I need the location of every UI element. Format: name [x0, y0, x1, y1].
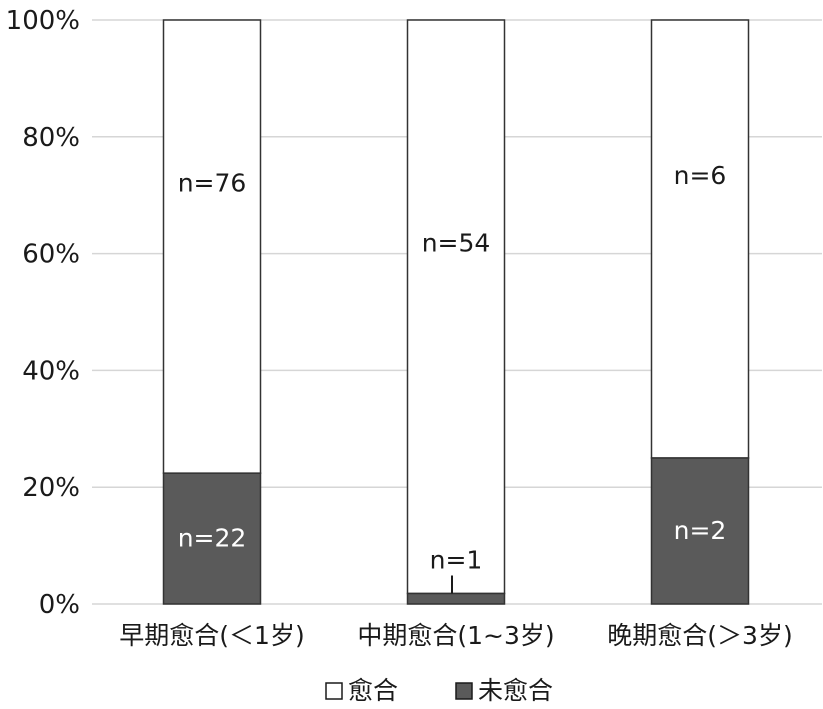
x-category-label: 中期愈合(1~3岁) — [357, 621, 554, 650]
data-label-healed: n=76 — [178, 169, 247, 198]
data-label-unhealed: n=22 — [178, 524, 247, 553]
bar-segment-unhealed — [650, 457, 750, 605]
x-category-label: 早期愈合(＜1岁) — [119, 621, 304, 650]
bar-segment-healed — [162, 19, 262, 474]
legend-unhealed-swatch — [455, 682, 473, 700]
y-tick-label: 100% — [6, 6, 80, 36]
y-tick-label: 40% — [22, 356, 80, 386]
legend: 愈合 未愈合 — [325, 676, 553, 705]
y-tick-label: 20% — [22, 473, 80, 503]
data-label-healed: n=6 — [674, 161, 727, 190]
bar-segment-healed — [650, 19, 750, 459]
y-tick-label: 0% — [39, 590, 80, 620]
y-tick-label: 80% — [22, 123, 80, 153]
x-category-label: 晚期愈合(＞3岁) — [607, 621, 792, 650]
y-axis-ticks: 0% 20% 40% 60% 80% 100% — [6, 6, 80, 620]
data-labels: n=76 n=22 n=54 n=1 n=6 n=2 — [178, 161, 727, 594]
legend-healed-swatch — [325, 682, 343, 700]
data-label-unhealed: n=2 — [674, 516, 727, 545]
data-label-healed: n=54 — [422, 229, 491, 258]
bars — [162, 19, 750, 605]
legend-healed-label: 愈合 — [348, 676, 398, 705]
data-label-unhealed: n=1 — [430, 545, 483, 574]
legend-unhealed-label: 未愈合 — [478, 676, 553, 705]
bar-segment-unhealed — [406, 592, 506, 605]
bar-segment-healed — [406, 19, 506, 595]
bar-segment-unhealed — [162, 472, 262, 605]
x-axis-categories: 早期愈合(＜1岁) 中期愈合(1~3岁) 晚期愈合(＞3岁) — [119, 621, 792, 650]
y-tick-label: 60% — [22, 240, 80, 270]
